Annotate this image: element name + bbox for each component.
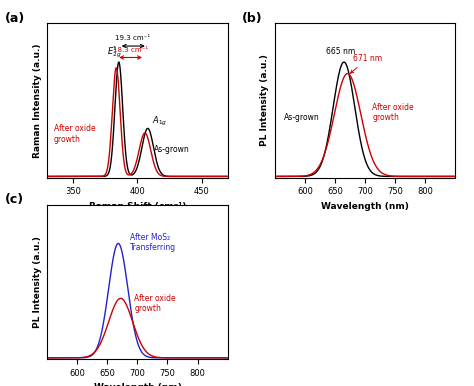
X-axis label: Wavelength (nm): Wavelength (nm) [321,202,409,211]
X-axis label: Wavelength (nm): Wavelength (nm) [93,383,182,386]
Text: 671 nm: 671 nm [350,54,382,73]
Text: (b): (b) [242,12,263,25]
Text: 19.3 cm⁻¹: 19.3 cm⁻¹ [115,35,151,41]
Text: 18.3 cm⁻¹: 18.3 cm⁻¹ [113,47,148,53]
Y-axis label: Raman Intensity (a.u.): Raman Intensity (a.u.) [33,43,42,157]
Y-axis label: PL Intensity (a.u.): PL Intensity (a.u.) [33,236,42,328]
Text: As-grown: As-grown [284,113,319,122]
Text: (a): (a) [5,12,25,25]
Text: After oxide
growth: After oxide growth [54,124,95,144]
X-axis label: Raman Shift (cm⁻¹): Raman Shift (cm⁻¹) [89,202,186,211]
Text: After oxide
growth: After oxide growth [372,103,414,122]
Text: $A_{1g}$: $A_{1g}$ [152,115,167,128]
Text: After MoS₂
Transferring: After MoS₂ Transferring [130,233,176,252]
Text: 665 nm: 665 nm [326,47,355,56]
Y-axis label: PL Intensity (a.u.): PL Intensity (a.u.) [260,54,269,146]
Text: As-grown: As-grown [154,146,190,154]
Text: After oxide
growth: After oxide growth [135,293,176,313]
Text: (c): (c) [5,193,24,206]
Text: $E^1_{2g}$: $E^1_{2g}$ [107,44,121,59]
